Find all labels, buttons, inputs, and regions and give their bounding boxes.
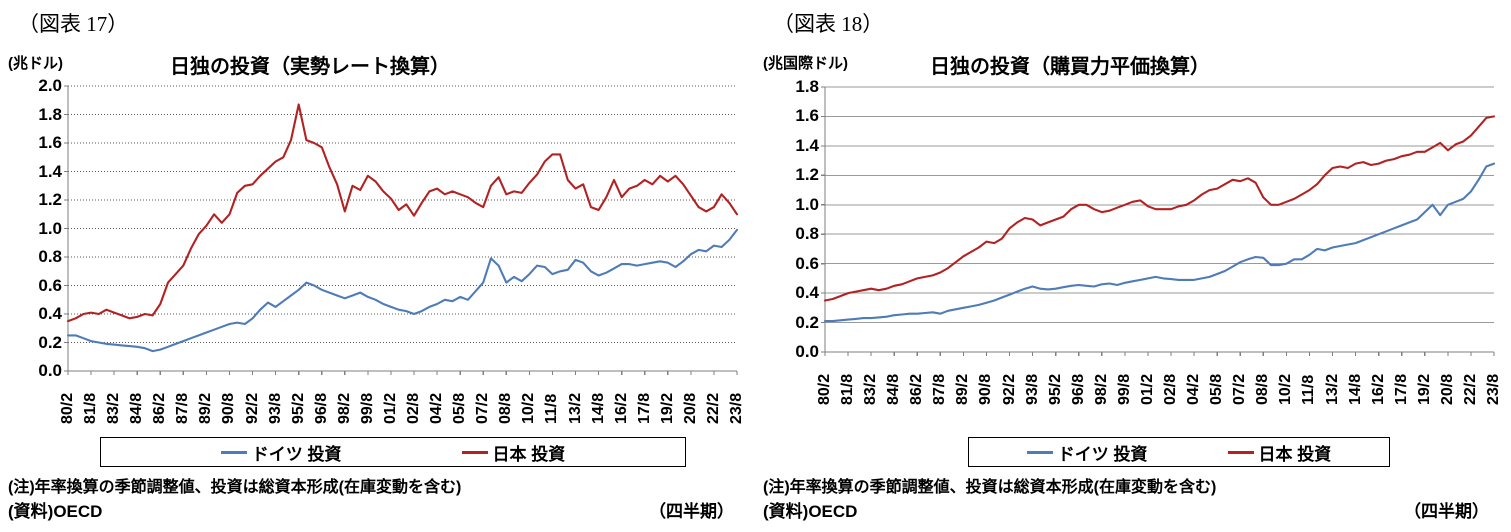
- period-label: （四半期）: [649, 502, 734, 521]
- y-tick-label: 1.0: [795, 194, 819, 214]
- germany-series-line: [823, 162, 1496, 323]
- germany-series-line: [66, 228, 739, 353]
- chart-title: 日独の投資（購買力平価換算）: [930, 56, 1210, 78]
- legend-item-japan: 日本 投資: [1227, 440, 1332, 465]
- legend: ドイツ 投資 日本 投資: [100, 437, 686, 467]
- y-tick-label: 1.4: [38, 161, 62, 181]
- y-axis-unit-label: (兆国際ドル): [763, 55, 848, 72]
- legend-item-germany: ドイツ 投資: [220, 440, 342, 465]
- y-tick-label: 1.0: [38, 218, 62, 238]
- germany-line-marker-icon: [220, 450, 247, 454]
- legend: ドイツ 投資 日本 投資: [968, 437, 1390, 467]
- chart-panel-left: （図表 17） (兆ドル) 日独の投資（実勢レート換算） 0.0 0.2 0.4 0.…: [8, 12, 745, 521]
- chart-svg: [64, 85, 739, 375]
- legend-label: ドイツ 投資: [1057, 444, 1148, 464]
- japan-line-marker-icon: [1227, 450, 1254, 454]
- y-tick-label: 0.0: [795, 342, 819, 361]
- legend-item-japan: 日本 投資: [461, 440, 566, 465]
- source-text: (資料)OECD: [763, 502, 858, 521]
- note-text: (注)年率換算の季節調整値、投資は総資本形成(在庫変動を含む): [8, 479, 462, 496]
- plot-area: 0.0 0.2 0.4 0.6 0.8 1.0 1.2 1.4 1.6 1.8 80/2 81/8 83…: [755, 0, 1511, 532]
- legend-label: 日本 投資: [492, 444, 566, 464]
- figure-label: （図表 18）: [773, 12, 884, 36]
- y-tick-label: 0.2: [38, 332, 62, 352]
- plot-area: 0.0 0.2 0.4 0.6 0.8 1.0 1.2 1.4 1.6 1.8 2.0 80/2 81/…: [38, 76, 745, 424]
- japan-line-marker-icon: [461, 450, 488, 454]
- y-tick-label: 1.4: [795, 135, 819, 155]
- legend-item-germany: ドイツ 投資: [1026, 440, 1148, 465]
- y-tick-label: 1.6: [38, 133, 62, 152]
- germany-line-marker-icon: [1026, 450, 1053, 454]
- japan-series-line: [823, 115, 1496, 302]
- y-tick-label: 0.6: [38, 275, 62, 295]
- chart-panel-right: （図表 18） (兆国際ドル) 日独の投資（購買力平価換算） 0.0 0.2 0.4…: [755, 0, 1511, 532]
- chart-svg: [821, 86, 1496, 356]
- y-tick-label: 0.4: [795, 283, 819, 303]
- y-tick-label: 0.8: [795, 224, 819, 244]
- y-axis-unit-label: (兆ドル): [8, 55, 63, 72]
- y-tick-label: 0.0: [38, 361, 62, 380]
- japan-series-line: [66, 103, 739, 323]
- period-label: （四半期）: [1404, 502, 1489, 521]
- y-tick-label: 0.2: [795, 312, 819, 332]
- y-tick-label: 1.2: [795, 165, 819, 185]
- y-tick-label: 1.2: [38, 190, 62, 209]
- y-tick-label: 1.6: [795, 106, 819, 126]
- source-text: (資料)OECD: [8, 502, 103, 521]
- legend-label: ドイツ 投資: [251, 444, 342, 464]
- figure-label: （図表 17）: [18, 12, 129, 36]
- y-tick-label: 0.4: [38, 304, 62, 323]
- y-tick-label: 0.6: [795, 253, 819, 273]
- y-tick-label: 2.0: [38, 76, 62, 95]
- y-tick-label: 1.8: [795, 77, 819, 96]
- note-text: (注)年率換算の季節調整値、投資は総資本形成(在庫変動を含む): [763, 479, 1217, 496]
- chart-title: 日独の投資（実勢レート換算）: [170, 56, 450, 78]
- legend-label: 日本 投資: [1258, 444, 1332, 464]
- y-tick-label: 1.8: [38, 104, 62, 124]
- y-tick-label: 0.8: [38, 247, 62, 266]
